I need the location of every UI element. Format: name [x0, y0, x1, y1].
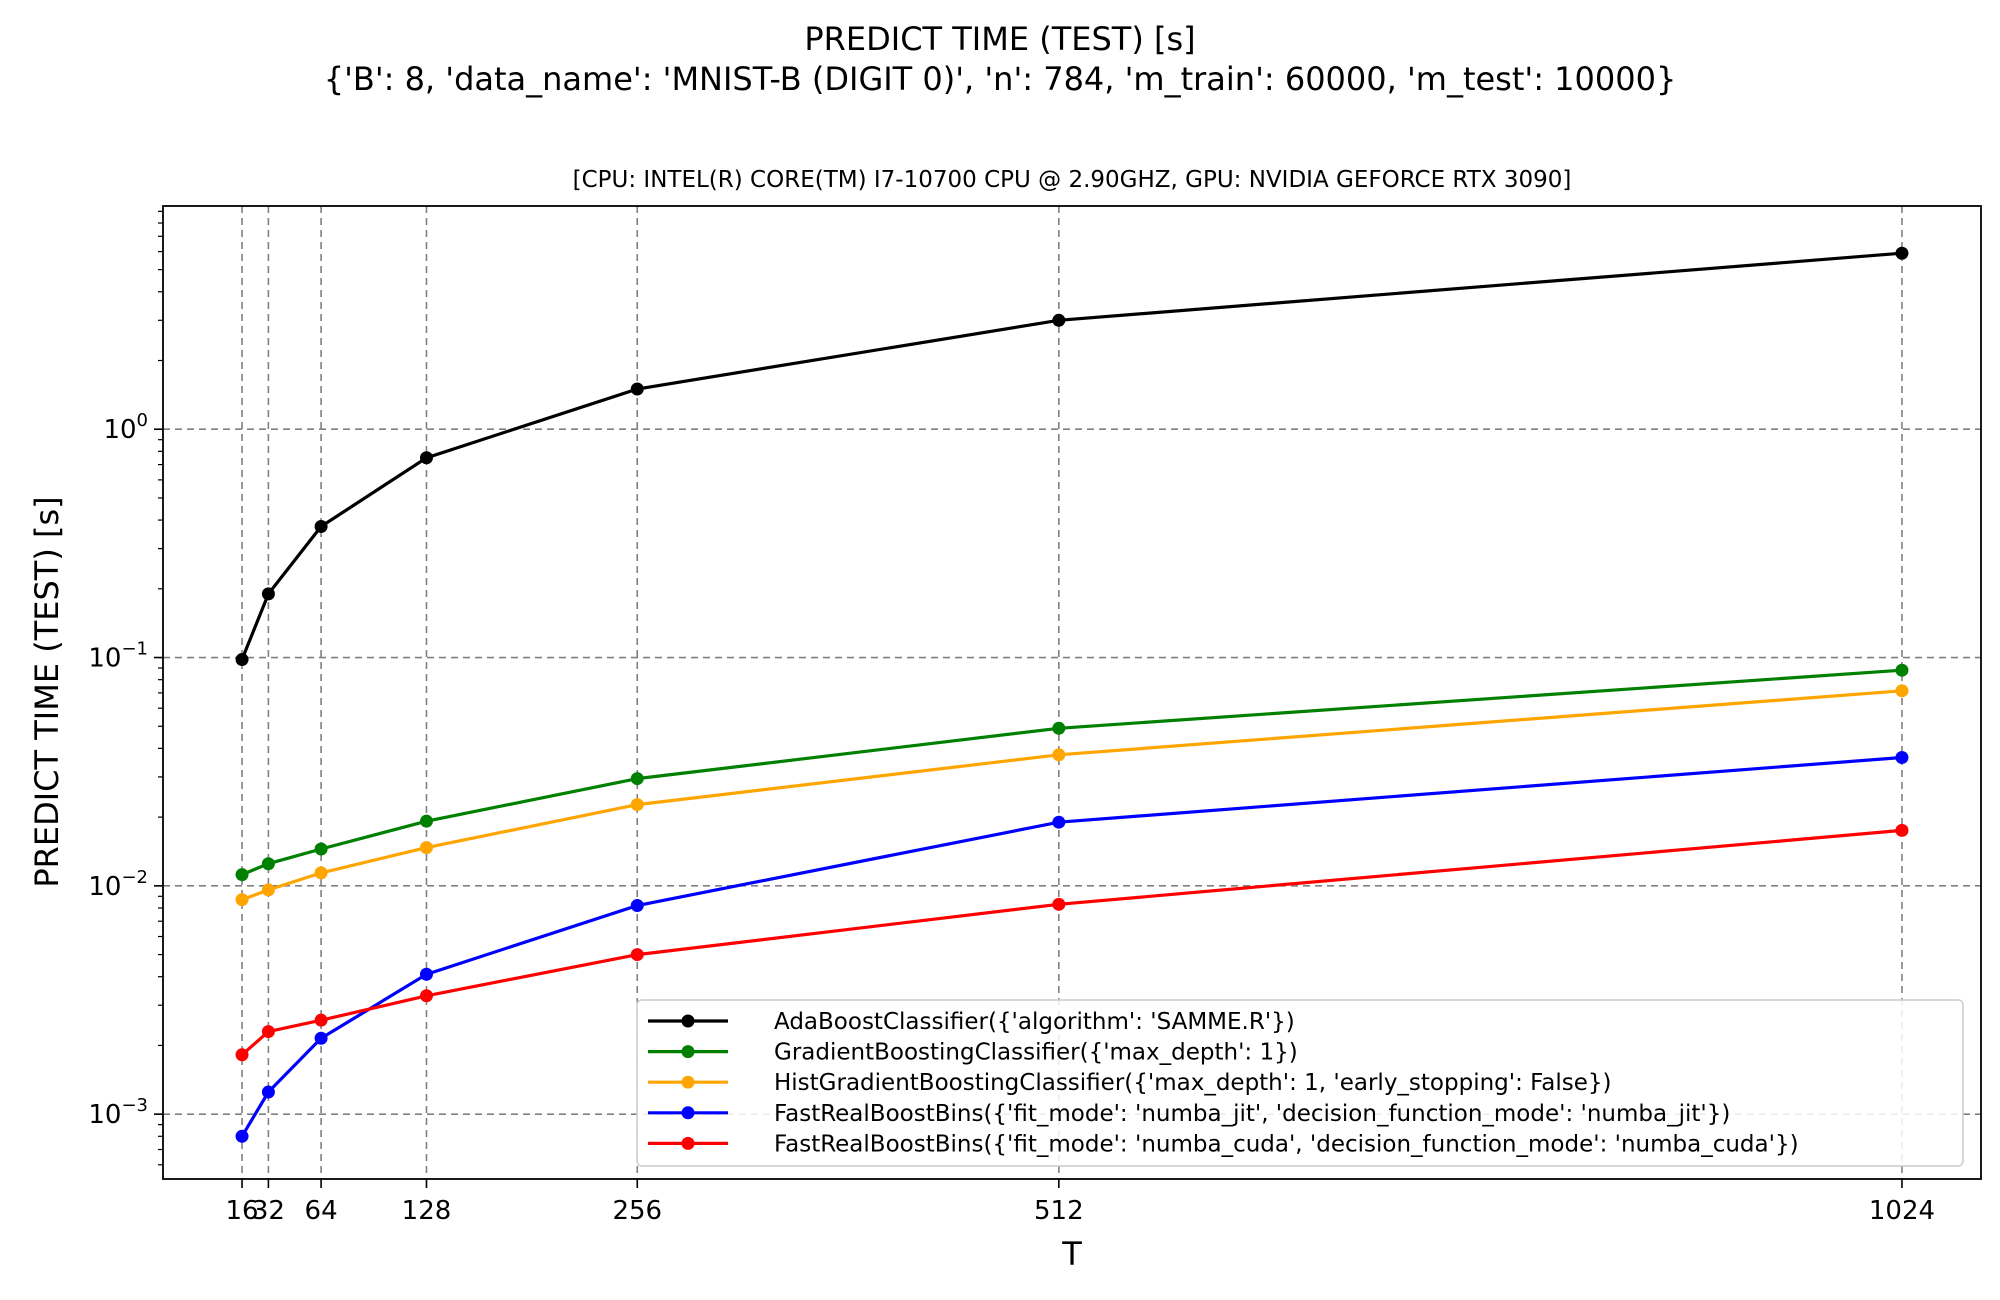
axes-title: [CPU: INTEL(R) CORE(TM) I7-10700 CPU @ 2…: [573, 167, 1572, 193]
series-line: [241, 668, 1903, 877]
x-tick-label: 16: [225, 1196, 258, 1226]
y-tick-label: 100: [103, 410, 148, 445]
legend-marker: [681, 1045, 695, 1059]
data-point: [1895, 684, 1909, 698]
legend-marker: [681, 1136, 695, 1150]
data-point: [314, 1013, 328, 1027]
x-axis-label: T: [1061, 1235, 1082, 1273]
legend-label: GradientBoostingClassifier({'max_depth':…: [774, 1040, 1298, 1066]
data-point: [314, 866, 328, 880]
x-tick-label: 512: [1034, 1196, 1084, 1226]
figure-title: PREDICT TIME (TEST) [s]: [804, 20, 1196, 58]
legend-label: AdaBoostClassifier({'algorithm': 'SAMME.…: [774, 1009, 1295, 1035]
data-point: [419, 451, 433, 465]
series-lines: [235, 246, 1909, 1143]
x-tick-label: 32: [252, 1196, 285, 1226]
data-point: [1052, 897, 1066, 911]
figure-subtitle: {'B': 8, 'data_name': 'MNIST-B (DIGIT 0)…: [323, 60, 1677, 98]
y-axis-label: PREDICT TIME (TEST) [s]: [28, 496, 66, 887]
y-tick-label: 10−2: [88, 867, 148, 902]
data-point: [630, 899, 644, 913]
plot-frame: [162, 205, 1982, 1180]
data-point: [261, 883, 275, 897]
data-point: [1052, 721, 1066, 735]
legend-box: [636, 999, 1964, 1167]
data-point: [261, 587, 275, 601]
legend-label: FastRealBoostBins({'fit_mode': 'numba_ji…: [774, 1101, 1730, 1127]
series-line: [241, 689, 1903, 902]
data-point: [235, 1129, 249, 1143]
x-tick-label: 256: [612, 1196, 662, 1226]
data-point: [314, 1031, 328, 1045]
data-point: [1052, 815, 1066, 829]
data-point: [235, 1048, 249, 1062]
data-point: [235, 868, 249, 882]
data-point: [1895, 663, 1909, 677]
data-point: [630, 798, 644, 812]
legend-label: FastRealBoostBins({'fit_mode': 'numba_cu…: [774, 1131, 1799, 1157]
x-tick-label: 128: [402, 1196, 452, 1226]
x-tick-label: 64: [305, 1196, 338, 1226]
series-line: [240, 251, 1903, 661]
data-point: [630, 772, 644, 786]
data-point: [1895, 750, 1909, 764]
data-point: [630, 382, 644, 396]
data-point: [314, 519, 328, 533]
data-point: [419, 814, 433, 828]
legend-marker: [681, 1014, 695, 1028]
x-tick-label: 1024: [1869, 1196, 1935, 1226]
data-point: [1895, 823, 1909, 837]
data-point: [261, 1025, 275, 1039]
data-point: [314, 842, 328, 856]
data-point: [419, 967, 433, 981]
data-point: [261, 1085, 275, 1099]
legend-marker: [681, 1106, 695, 1120]
data-point: [1052, 748, 1066, 762]
data-point: [1052, 313, 1066, 327]
legend: AdaBoostClassifier({'algorithm': 'SAMME.…: [636, 999, 1964, 1167]
data-point: [261, 857, 275, 871]
data-point: [235, 893, 249, 907]
y-tick-label: 10−1: [88, 639, 148, 674]
y-tick-label: 10−3: [88, 1095, 148, 1130]
data-point: [630, 948, 644, 962]
legend-marker: [681, 1075, 695, 1089]
data-point: [1895, 246, 1909, 260]
data-point: [419, 841, 433, 855]
legend-label: HistGradientBoostingClassifier({'max_dep…: [774, 1070, 1612, 1096]
data-point: [235, 653, 249, 667]
data-point: [419, 989, 433, 1003]
